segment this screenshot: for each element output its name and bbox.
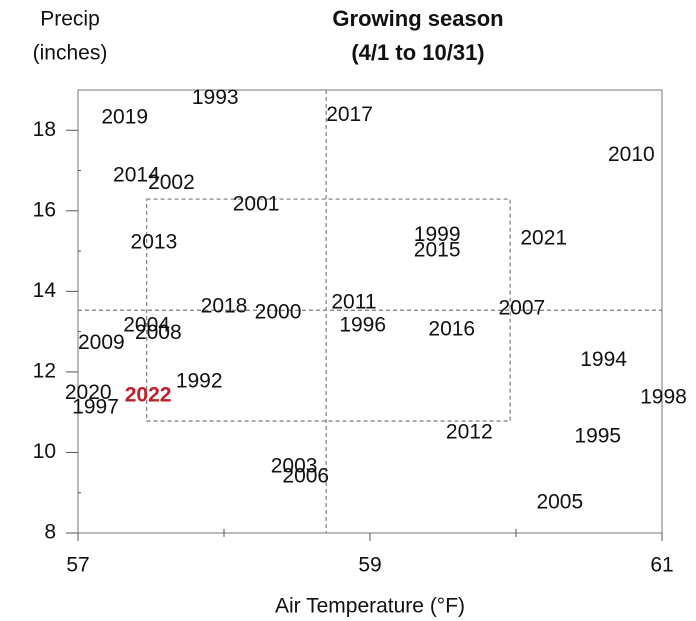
chart-title: (4/1 to 10/31) <box>351 40 484 65</box>
y-tick-label: 14 <box>33 279 57 302</box>
point-label: 2000 <box>255 301 302 324</box>
point-label: 1998 <box>640 386 687 409</box>
y-axis-title: (inches) <box>33 42 108 65</box>
point-label: 2022 <box>125 384 172 407</box>
x-tick-label: 61 <box>650 554 673 577</box>
x-tick-label: 57 <box>66 554 89 577</box>
point-label: 2003 <box>271 454 318 477</box>
y-tick-label: 10 <box>33 440 56 463</box>
point-label: 2008 <box>135 321 182 344</box>
point-label: 2013 <box>131 231 178 254</box>
point-label: 2019 <box>101 106 148 129</box>
point-label: 2006 <box>282 465 329 488</box>
chart-title: Growing season <box>332 6 503 31</box>
y-tick-label: 16 <box>33 198 56 221</box>
point-label: 2007 <box>498 297 545 320</box>
point-label: 2009 <box>78 331 125 354</box>
point-label: 2010 <box>608 143 655 166</box>
point-label: 1996 <box>339 314 386 337</box>
point-label: 2015 <box>414 239 461 262</box>
point-label: 1997 <box>72 396 119 419</box>
point-label: 1993 <box>192 86 239 109</box>
point-label: 2005 <box>536 491 583 514</box>
point-label: 2011 <box>331 291 376 314</box>
point-label: 1992 <box>176 370 223 393</box>
y-tick-label: 8 <box>44 521 56 544</box>
point-label: 2018 <box>201 295 248 318</box>
point-label: 1995 <box>574 425 621 448</box>
y-tick-label: 18 <box>33 118 56 141</box>
point-label: 2001 <box>233 193 280 216</box>
point-label: 2020 <box>65 381 112 404</box>
point-label: 1999 <box>414 223 461 246</box>
reference-box <box>145 198 511 422</box>
point-label: 2014 <box>113 164 160 187</box>
point-label: 2016 <box>428 318 475 341</box>
y-axis-title: Precip <box>40 8 100 31</box>
x-tick-label: 59 <box>358 554 381 577</box>
point-label: 2012 <box>446 421 493 444</box>
point-label: 2004 <box>123 314 170 337</box>
y-tick-label: 12 <box>33 359 56 382</box>
point-label: 2017 <box>326 103 373 126</box>
point-label: 2002 <box>148 171 195 194</box>
point-label: 2021 <box>520 227 567 250</box>
x-axis-title: Air Temperature (°F) <box>275 595 465 618</box>
point-label: 1994 <box>580 348 627 371</box>
